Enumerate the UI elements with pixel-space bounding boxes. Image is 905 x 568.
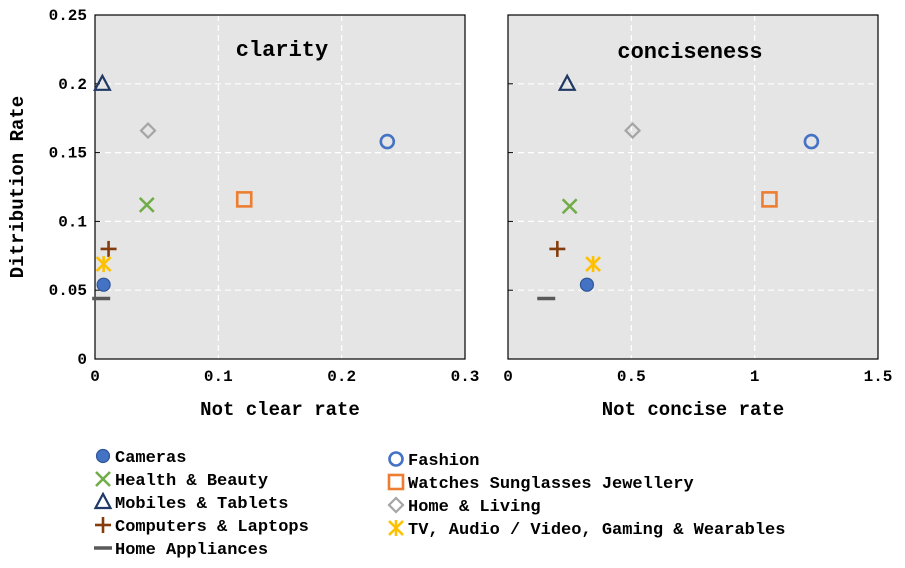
point-watches-sunglasses-jewellery (235, 191, 253, 208)
x-tick-label: 1.5 (864, 368, 893, 386)
y-tick-label: 0.25 (49, 7, 87, 25)
panel-title: clarity (236, 38, 328, 63)
legend-item-home-appliances: Home Appliances (94, 541, 268, 560)
legend-item-watches-sunglasses-jewellery: Watches Sunglasses Jewellery (387, 473, 694, 494)
legend-label: Cameras (115, 449, 186, 468)
legend-label: Home & Living (408, 498, 541, 517)
x-axis-title: Not clear rate (200, 399, 360, 421)
plot-area (95, 15, 465, 359)
legend-marker (95, 471, 111, 487)
legend-item-computers-laptops: Computers & Laptops (95, 517, 309, 537)
x-tick-label: 0.3 (451, 368, 480, 386)
legend-item-cameras: Cameras (95, 448, 186, 468)
y-tick-label: 0.15 (49, 145, 87, 163)
x-tick-label: 0.2 (327, 368, 356, 386)
plot-frame (94, 14, 466, 360)
point-computers-laptops (549, 240, 566, 257)
point-watches-sunglasses-jewellery (761, 191, 778, 208)
point-computers-laptops (100, 240, 117, 257)
point-tv-audio-video-gaming-wearables (585, 256, 602, 273)
legend-marker (387, 496, 405, 514)
y-tick-label: 0.05 (49, 282, 87, 300)
legend-label: Computers & Laptops (115, 518, 309, 537)
point-health-beauty (561, 198, 578, 215)
x-tick-label: 1 (750, 368, 760, 386)
point-fashion (803, 133, 820, 150)
legend-label: Mobiles & Tablets (115, 495, 288, 514)
x-tick-label: 0 (90, 368, 100, 386)
x-tick-label: 0 (503, 368, 513, 386)
legend-label: TV, Audio / Video, Gaming & Wearables (408, 521, 785, 540)
plot-frame (507, 14, 879, 360)
panel-title: conciseness (617, 40, 762, 65)
point-home-living (624, 122, 642, 140)
legend-marker (95, 517, 111, 533)
point-home-living (139, 122, 157, 140)
legend-marker (95, 448, 111, 464)
y-tick-label: 0.2 (58, 76, 87, 94)
y-axis-title: Ditribution Rate (7, 96, 29, 278)
legend-label: Health & Beauty (115, 472, 268, 491)
legend-marker (388, 451, 404, 467)
legend-item-mobiles-tablets: Mobiles & Tablets (93, 491, 288, 514)
point-cameras (96, 277, 111, 292)
legend-marker (93, 491, 113, 510)
legend-label: Home Appliances (115, 541, 268, 560)
point-tv-audio-video-gaming-wearables (95, 256, 112, 273)
y-tick-label: 0.1 (58, 213, 87, 231)
legend-item-health-beauty: Health & Beauty (95, 471, 268, 491)
point-health-beauty (138, 196, 155, 213)
legend-marker (387, 473, 405, 491)
legend-item-tv-audio-video-gaming-wearables: TV, Audio / Video, Gaming & Wearables (388, 520, 785, 540)
legend-item-home-living: Home & Living (387, 496, 541, 517)
plot-area (508, 15, 878, 359)
x-tick-label: 0.5 (617, 368, 646, 386)
panel-clarity: 0 0.1 0.2 0.3 0 0.05 0.1 0.15 0.2 0.25 clarity Not … (49, 7, 480, 421)
legend-marker (388, 520, 404, 536)
y-tick-label: 0 (77, 351, 87, 369)
legend-item-fashion: Fashion (388, 451, 479, 471)
x-tick-label: 0.1 (204, 368, 233, 386)
point-mobiles-tablets (93, 73, 112, 91)
chart-panels: 0 0.1 0.2 0.3 0 0.05 0.1 0.15 0.2 0.25 clarity Not … (49, 7, 893, 421)
point-cameras (579, 277, 595, 292)
legend-label: Fashion (408, 452, 479, 471)
point-fashion (379, 133, 396, 150)
point-mobiles-tablets (557, 73, 577, 91)
x-axis-title: Not concise rate (602, 399, 784, 421)
panel-conciseness: 0 0.5 1 1.5 conciseness Not concise rate (503, 14, 893, 421)
legend-label: Watches Sunglasses Jewellery (408, 475, 694, 494)
chart-legend: Cameras Health & Beauty Mobiles & Tablets C… (93, 448, 785, 560)
